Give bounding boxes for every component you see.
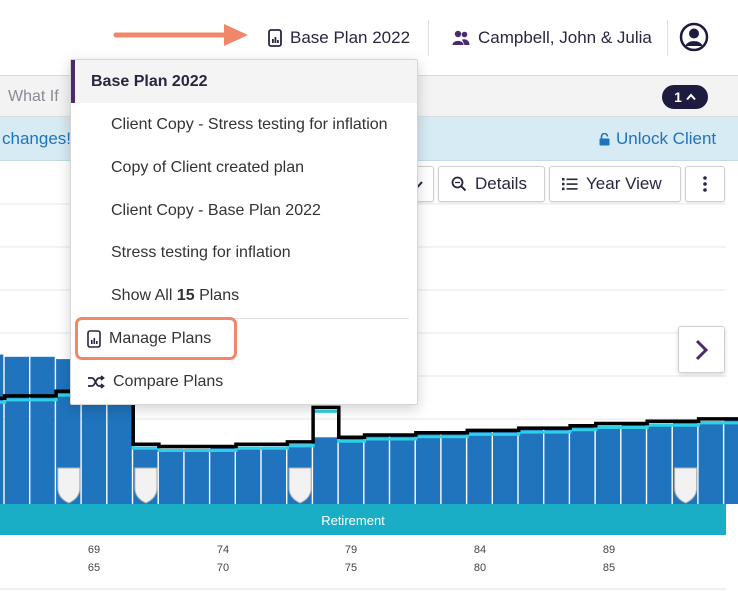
show-all-count: 15 bbox=[176, 287, 195, 304]
chevron-right-icon bbox=[695, 339, 708, 360]
compare-plans-item[interactable]: Compare Plans bbox=[87, 373, 223, 391]
chart-bar bbox=[415, 432, 441, 504]
plan-document-icon bbox=[268, 29, 282, 47]
badge-count: 1 bbox=[674, 89, 682, 105]
unlock-client-label: Unlock Client bbox=[616, 129, 717, 148]
chart-bar bbox=[184, 448, 209, 504]
chart-bar bbox=[313, 437, 338, 504]
next-page-button[interactable] bbox=[678, 326, 725, 373]
event-marker[interactable] bbox=[134, 467, 158, 504]
unlock-client-link[interactable]: Unlock Client bbox=[599, 129, 716, 149]
client-selector-button[interactable]: Campbell, John & Julia bbox=[452, 28, 652, 48]
chart-bar bbox=[390, 435, 415, 504]
plan-menu-item[interactable]: Stress testing for inflation bbox=[111, 244, 291, 261]
chart-bar bbox=[261, 446, 286, 504]
details-label: Details bbox=[475, 174, 527, 193]
divider bbox=[667, 20, 668, 56]
tab-what-if[interactable]: What If bbox=[8, 88, 59, 105]
chart-bar bbox=[595, 425, 621, 504]
event-marker[interactable] bbox=[57, 467, 81, 504]
plan-selector-label: Base Plan 2022 bbox=[290, 28, 411, 47]
list-icon bbox=[562, 178, 578, 191]
x-tick-label: 65 bbox=[88, 562, 100, 574]
more-vertical-icon bbox=[703, 176, 707, 192]
plan-dropdown-menu: Base Plan 2022 Client Copy - Stress test… bbox=[70, 59, 418, 405]
users-icon bbox=[452, 30, 470, 45]
banner-changes-text: changes! bbox=[2, 129, 71, 148]
x-tick-label: 85 bbox=[603, 562, 615, 574]
phase-label: Retirement bbox=[321, 513, 385, 528]
x-axis-ticks: 69 74 79 84 89 65 70 75 80 85 bbox=[88, 544, 615, 574]
chart-bar bbox=[4, 356, 29, 504]
chart-bar bbox=[518, 428, 543, 504]
more-options-button[interactable] bbox=[685, 166, 725, 202]
client-selector-label: Campbell, John & Julia bbox=[478, 28, 652, 47]
magnify-icon bbox=[451, 176, 467, 192]
divider bbox=[428, 20, 429, 56]
chart-bar bbox=[698, 421, 723, 504]
manage-plans-item[interactable]: Manage Plans bbox=[87, 330, 211, 348]
chart-bar bbox=[338, 437, 364, 504]
chart-bar bbox=[210, 446, 235, 504]
event-markers bbox=[57, 467, 698, 504]
chart-bar bbox=[158, 448, 184, 504]
chevron-up-icon bbox=[686, 93, 696, 101]
menu-divider bbox=[81, 318, 409, 319]
current-plan-header[interactable]: Base Plan 2022 bbox=[71, 60, 417, 103]
chart-bar bbox=[647, 423, 672, 504]
manage-plans-label: Manage Plans bbox=[109, 330, 212, 347]
plan-document-icon bbox=[87, 330, 101, 348]
unlock-icon bbox=[599, 132, 610, 145]
x-tick-label: 69 bbox=[88, 544, 100, 556]
x-tick-label: 79 bbox=[345, 544, 357, 556]
plan-menu-item[interactable]: Client Copy - Stress testing for inflati… bbox=[111, 116, 388, 133]
annotation-arrow bbox=[113, 24, 248, 46]
event-marker[interactable] bbox=[288, 467, 312, 504]
compare-plans-label: Compare Plans bbox=[113, 373, 224, 390]
chart-bar bbox=[724, 418, 738, 504]
retirement-phase-band bbox=[0, 504, 726, 535]
chart-bar bbox=[236, 446, 261, 504]
chart-bar bbox=[570, 425, 595, 504]
show-all-plans-item[interactable]: Show All 15 Plans bbox=[111, 287, 239, 305]
chart-bar bbox=[441, 432, 466, 504]
x-tick-label: 74 bbox=[217, 544, 229, 556]
year-view-button[interactable]: Year View bbox=[549, 166, 681, 202]
chart-bar bbox=[0, 354, 4, 504]
notification-badge[interactable]: 1 bbox=[662, 85, 708, 109]
x-tick-label: 80 bbox=[474, 562, 486, 574]
plan-selector-button[interactable]: Base Plan 2022 bbox=[268, 28, 410, 48]
show-all-prefix: Show All bbox=[111, 287, 173, 304]
details-button[interactable]: Details bbox=[438, 166, 545, 202]
x-tick-label: 84 bbox=[474, 544, 486, 556]
x-tick-label: 70 bbox=[217, 562, 229, 574]
shuffle-icon bbox=[88, 375, 105, 389]
x-tick-label: 75 bbox=[345, 562, 357, 574]
event-marker[interactable] bbox=[674, 467, 698, 504]
x-tick-label: 89 bbox=[603, 544, 615, 556]
plan-menu-item[interactable]: Client Copy - Base Plan 2022 bbox=[111, 202, 321, 219]
user-account-icon[interactable] bbox=[679, 22, 709, 52]
show-all-suffix: Plans bbox=[199, 287, 240, 304]
chart-bar bbox=[364, 435, 389, 504]
chart-bar bbox=[30, 356, 55, 504]
plan-menu-item[interactable]: Copy of Client created plan bbox=[111, 159, 304, 176]
manage-plans-highlight bbox=[75, 317, 237, 360]
current-plan-label: Base Plan 2022 bbox=[91, 72, 208, 90]
chart-bar bbox=[621, 423, 646, 504]
chart-bar bbox=[467, 430, 492, 504]
chart-bar bbox=[544, 428, 569, 504]
year-view-label: Year View bbox=[586, 174, 662, 193]
chart-bar bbox=[493, 430, 518, 504]
